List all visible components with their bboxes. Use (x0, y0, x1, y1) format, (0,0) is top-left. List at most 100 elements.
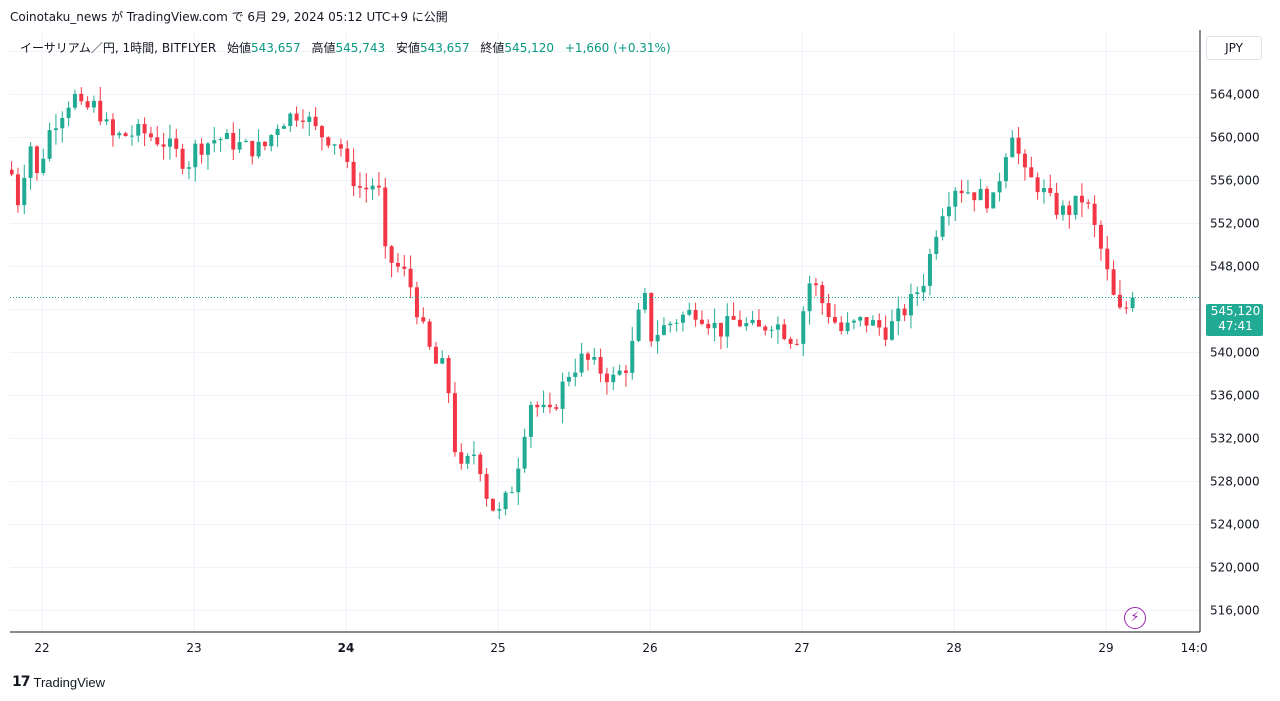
candle-up (288, 113, 293, 127)
candle-up (801, 311, 806, 344)
candle-down (706, 323, 711, 329)
candle-down (902, 308, 907, 316)
y-tick-label: 532,000 (1210, 432, 1260, 446)
chart-area[interactable]: 516,000 520,000 524,000 528,000 532,000 536,0… (10, 30, 1268, 662)
y-tick-label: 548,000 (1210, 260, 1260, 274)
candle-down (756, 319, 761, 327)
candle-down (737, 319, 742, 327)
candle-up (237, 142, 242, 150)
candle-down (357, 186, 362, 188)
x-tick-label: 25 (490, 641, 505, 655)
candle-down (1111, 269, 1116, 295)
candle-down (731, 316, 736, 320)
candle-up (630, 340, 635, 373)
x-tick-label: 27 (794, 641, 809, 655)
candle-down (446, 358, 451, 394)
candle-down (110, 119, 115, 136)
candle-down (1105, 248, 1110, 270)
candle-up (997, 181, 1002, 193)
candle-up (744, 323, 749, 327)
x-tick-label: 24 (338, 641, 355, 655)
y-tick-label: 520,000 (1210, 561, 1260, 575)
candle-up (566, 376, 571, 382)
candle-down (788, 338, 793, 344)
candle-up (167, 138, 172, 147)
y-tick-label: 540,000 (1210, 346, 1260, 360)
candle-down (1092, 203, 1097, 225)
candle-down (408, 268, 413, 288)
candle-up (281, 126, 286, 129)
y-tick-label: 552,000 (1210, 217, 1260, 231)
x-tick-label: 26 (642, 641, 657, 655)
candlestick-chart[interactable]: 516,000 520,000 524,000 528,000 532,000 536,0… (10, 30, 1268, 662)
y-tick-label: 536,000 (1210, 389, 1260, 403)
candle-up (870, 320, 875, 326)
candle-down (414, 287, 419, 318)
currency-button[interactable]: JPY (1206, 36, 1262, 60)
candle-down (763, 326, 768, 331)
legend-close-label: 終値 (480, 41, 505, 55)
candle-up (522, 436, 527, 469)
candle-down (389, 246, 394, 263)
x-tick-label: 29 (1098, 641, 1113, 655)
candle-up (858, 317, 863, 321)
candle-down (376, 185, 381, 188)
candle-down (351, 161, 356, 187)
candle-up (370, 185, 375, 190)
candle-up (509, 492, 514, 494)
candle-up (269, 135, 274, 147)
candle-down (794, 343, 799, 345)
x-tick-label: 23 (186, 641, 201, 655)
candle-down (142, 123, 147, 134)
candle-up (516, 468, 521, 493)
candle-down (1117, 294, 1122, 308)
candle-up (465, 455, 470, 464)
lightning-icon[interactable]: ⚡ (1124, 607, 1146, 629)
candle-up (528, 404, 533, 437)
candle-down (1022, 153, 1027, 168)
candle-down (604, 373, 609, 383)
candle-up (668, 323, 673, 326)
legend-low-value: 543,657 (419, 41, 470, 55)
candle-down (319, 126, 324, 138)
y-tick-label: 560,000 (1210, 131, 1260, 145)
candle-up (307, 116, 312, 122)
candle-down (395, 262, 400, 267)
candle-up (573, 372, 578, 377)
candle-down (300, 120, 305, 122)
candle-down (490, 498, 495, 511)
candle-up (41, 158, 46, 173)
y-tick-label: 516,000 (1210, 604, 1260, 618)
x-tick-label: 22 (34, 641, 49, 655)
candle-down (820, 285, 825, 304)
candle-up (769, 329, 774, 331)
candle-down (383, 187, 388, 247)
candle-down (148, 133, 153, 138)
candle-down (459, 452, 464, 464)
candle-down (478, 454, 483, 475)
tradingview-logo: 17 (12, 674, 31, 690)
candle-down (250, 140, 255, 157)
candle-down (864, 317, 869, 326)
y-tick-label: 564,000 (1210, 88, 1260, 102)
candle-down (10, 169, 14, 175)
candle-up (66, 107, 71, 118)
candle-up (497, 509, 502, 511)
x-tick-label: 14:0 (1181, 641, 1208, 655)
legend-open-label: 始値 (227, 41, 252, 55)
candle-up (136, 123, 141, 136)
candle-up (1130, 297, 1135, 309)
candle-up (212, 140, 217, 144)
legend-symbol[interactable]: イーサリアム／円, 1時間, BITFLYER (20, 41, 217, 55)
candle-up (1060, 205, 1065, 215)
candle-down (313, 116, 318, 127)
candle-down (959, 190, 964, 194)
candle-down (699, 319, 704, 324)
candle-up (117, 133, 122, 136)
footer-brand[interactable]: 17 TradingView (12, 674, 105, 690)
tradingview-wordmark: TradingView (33, 674, 106, 690)
candle-down (535, 404, 540, 408)
y-tick-label: 524,000 (1210, 518, 1260, 532)
candle-down (98, 100, 103, 122)
candle-up (592, 357, 597, 360)
